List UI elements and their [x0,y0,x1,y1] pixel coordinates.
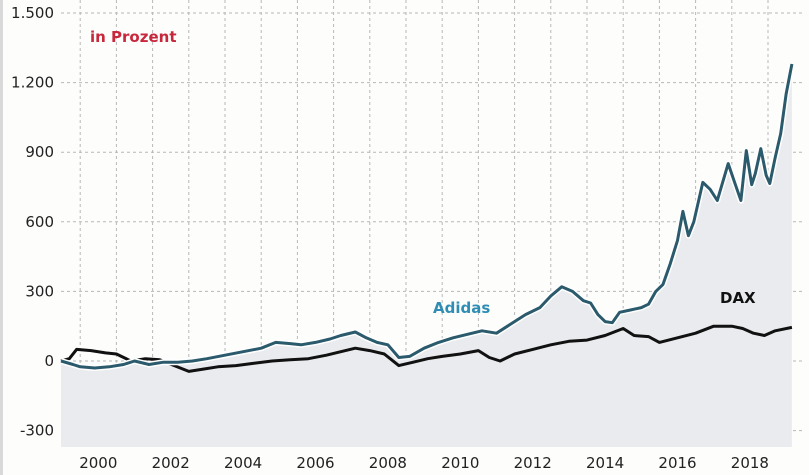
adidas-label: Adidas [433,299,490,317]
x-tick-label: 2010 [441,454,479,472]
y-tick-label: 600 [25,213,54,231]
y-tick-label: 300 [25,282,54,300]
x-axis: 2000 2002 2004 2006 2008 2010 2012 2014 2016 2018 [79,454,769,472]
x-tick-label: 2002 [152,454,190,472]
adidas-area-fill [61,64,792,447]
x-tick-label: 2008 [369,454,407,472]
y-tick-label: 1.500 [11,4,54,22]
y-tick-label: -300 [20,422,54,440]
y-tick-label: 900 [25,143,54,161]
x-tick-label: 2014 [586,454,624,472]
x-tick-label: 2000 [79,454,117,472]
unit-label: in Prozent [90,28,177,46]
dax-label: DAX [720,289,756,307]
y-axis: -300 0 300 600 900 1.200 1.500 [11,4,54,440]
x-tick-label: 2012 [514,454,552,472]
x-tick-label: 2018 [731,454,769,472]
x-tick-label: 2016 [658,454,696,472]
y-tick-label: 1.200 [11,74,54,92]
adidas-line [60,63,794,370]
x-tick-label: 2006 [296,454,334,472]
left-edge-strip [0,0,3,475]
y-tick-label: 0 [44,352,54,370]
x-tick-label: 2004 [224,454,262,472]
